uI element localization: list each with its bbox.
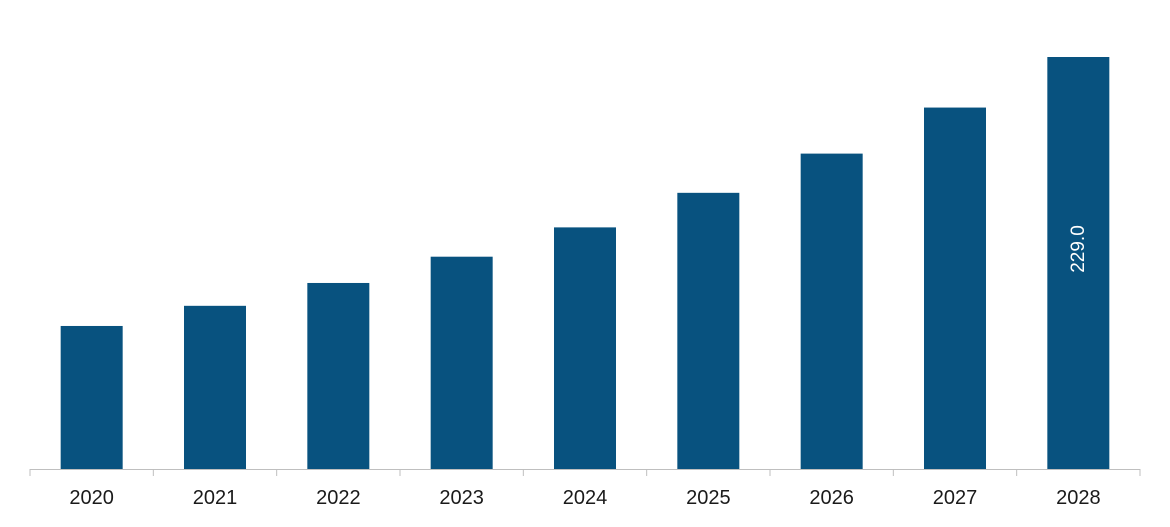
x-tick-label-2025: 2025 [686, 487, 731, 509]
bar-2021 [184, 305, 246, 469]
x-tick-label-2027: 2027 [933, 487, 978, 509]
x-tick-label-2023: 2023 [439, 487, 484, 509]
bar-2023 [430, 256, 493, 469]
x-tick-label-2022: 2022 [316, 487, 361, 509]
x-tick-label-2028: 2028 [1056, 487, 1101, 509]
bars-layer [60, 57, 1110, 470]
x-tick-label-2026: 2026 [809, 487, 854, 509]
data-label-2028: 229.0 [1068, 225, 1089, 273]
x-axis [29, 469, 1141, 476]
labels-layer: 229.0 2020 2021 2022 2023 2024 2025 2026 2027 202… [69, 225, 1100, 509]
x-tick-label-2024: 2024 [563, 487, 608, 509]
bar-2020 [60, 325, 123, 469]
x-tick-label-2020: 2020 [69, 487, 114, 509]
x-tick-label-2021: 2021 [193, 487, 238, 509]
bar-2027 [924, 107, 986, 469]
bar-2025 [677, 192, 740, 469]
bar-2026 [800, 153, 863, 470]
bar-2022 [307, 282, 370, 469]
bar-2024 [554, 227, 616, 469]
bar-2028 [1047, 57, 1110, 469]
